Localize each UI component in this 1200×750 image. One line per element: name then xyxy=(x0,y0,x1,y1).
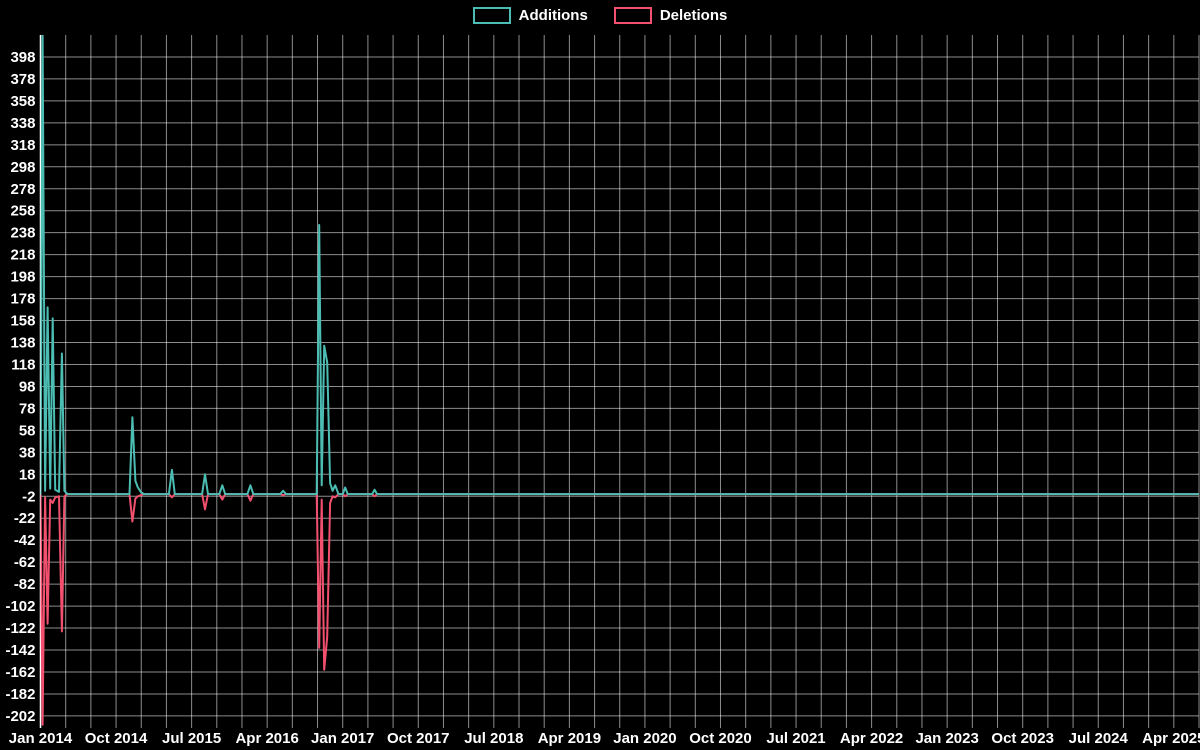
y-tick-label: 178 xyxy=(10,291,35,308)
y-tick-label: -22 xyxy=(14,510,36,527)
x-axis-label: Jul 2015 xyxy=(162,730,221,747)
y-tick-label: 198 xyxy=(10,269,35,286)
y-tick-label: 78 xyxy=(19,400,36,417)
y-tick-label: 138 xyxy=(10,335,35,352)
x-axis-label: Apr 2016 xyxy=(235,730,298,747)
x-axis-label: Jul 2024 xyxy=(1069,730,1129,747)
y-tick-label: -2 xyxy=(22,488,35,505)
y-tick-label: 358 xyxy=(10,93,35,110)
y-tick-label: 218 xyxy=(10,247,35,264)
x-axis-label: Oct 2023 xyxy=(991,730,1054,747)
y-tick-label: 118 xyxy=(11,356,35,373)
y-tick-label: -202 xyxy=(5,708,35,725)
x-axis-label: Jan 2014 xyxy=(9,730,73,747)
legend: Additions Deletions xyxy=(0,7,1200,24)
deletions-swatch-icon xyxy=(613,7,652,24)
y-tick-label: 318 xyxy=(10,137,35,154)
x-axis-label: Apr 2019 xyxy=(538,730,601,747)
deletions-legend-label: Deletions xyxy=(659,7,728,24)
y-tick-label: -122 xyxy=(5,620,35,637)
y-tick-label: 278 xyxy=(10,181,35,198)
y-tick-label: -162 xyxy=(5,664,35,681)
y-tick-label: 258 xyxy=(10,203,35,220)
x-axis-label: Apr 2025 xyxy=(1142,730,1200,747)
deletions-line xyxy=(40,493,1199,726)
legend-item-deletions[interactable]: Deletions xyxy=(613,7,728,24)
y-tick-label: -62 xyxy=(14,554,36,571)
y-tick-label: 38 xyxy=(19,444,36,461)
additions-line xyxy=(40,35,1199,496)
x-axis-label: Oct 2014 xyxy=(85,730,148,747)
legend-item-additions[interactable]: Additions xyxy=(472,7,588,24)
y-tick-label: -42 xyxy=(14,532,36,549)
y-tick-label: 398 xyxy=(10,49,35,66)
y-tick-label: 98 xyxy=(19,378,36,395)
x-axis-label: Oct 2020 xyxy=(689,730,752,747)
y-tick-label: -142 xyxy=(5,642,35,659)
additions-legend-label: Additions xyxy=(518,7,588,24)
y-tick-label: 18 xyxy=(19,466,36,483)
y-tick-label: 298 xyxy=(10,159,35,176)
x-axis-label: Jul 2021 xyxy=(766,730,825,747)
x-axis-label: Apr 2022 xyxy=(840,730,903,747)
y-tick-label: 58 xyxy=(19,422,36,439)
additions-swatch-icon xyxy=(472,7,511,24)
y-tick-label: -182 xyxy=(5,686,35,703)
y-tick-label: 238 xyxy=(10,225,35,242)
y-tick-label: 158 xyxy=(10,313,35,330)
x-axis-label: Oct 2017 xyxy=(387,730,450,747)
y-tick-label: -82 xyxy=(14,576,36,593)
y-tick-label: -102 xyxy=(5,598,35,615)
x-axis-label: Jan 2023 xyxy=(915,730,978,747)
y-tick-label: 338 xyxy=(10,115,35,132)
y-tick-label: 378 xyxy=(10,71,35,88)
x-axis-label: Jan 2017 xyxy=(311,730,374,747)
x-axis-label: Jul 2018 xyxy=(464,730,523,747)
x-axis-label: Jan 2020 xyxy=(613,730,676,747)
